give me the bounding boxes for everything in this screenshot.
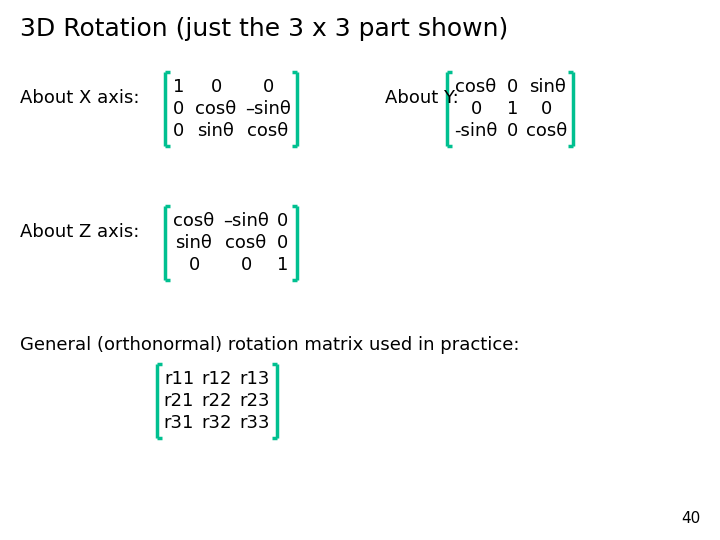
Text: General (orthonormal) rotation matrix used in practice:: General (orthonormal) rotation matrix us… <box>20 336 520 354</box>
Text: cosθ: cosθ <box>526 122 567 140</box>
Text: 1: 1 <box>508 100 518 118</box>
Text: cosθ: cosθ <box>248 122 289 140</box>
Text: sinθ: sinθ <box>176 234 212 252</box>
Text: 0: 0 <box>240 256 251 274</box>
Text: About X axis:: About X axis: <box>20 89 140 107</box>
Text: cosθ: cosθ <box>174 212 215 230</box>
Text: 0: 0 <box>210 78 222 96</box>
Text: cosθ: cosθ <box>455 78 497 96</box>
Text: r13: r13 <box>240 370 270 388</box>
Text: r12: r12 <box>202 370 232 388</box>
Text: 0: 0 <box>470 100 482 118</box>
Text: 0: 0 <box>174 100 184 118</box>
Text: 1: 1 <box>174 78 185 96</box>
Text: -sinθ: -sinθ <box>454 122 498 140</box>
Text: 0: 0 <box>508 122 518 140</box>
Text: 0: 0 <box>174 122 184 140</box>
Text: r32: r32 <box>202 414 233 432</box>
Text: r33: r33 <box>240 414 270 432</box>
Text: 40: 40 <box>680 511 700 526</box>
Text: r11: r11 <box>164 370 194 388</box>
Text: 0: 0 <box>277 212 289 230</box>
Text: –sinθ: –sinθ <box>245 100 291 118</box>
Text: 0: 0 <box>189 256 199 274</box>
Text: cosθ: cosθ <box>195 100 237 118</box>
Text: r31: r31 <box>164 414 194 432</box>
Text: r23: r23 <box>240 392 270 410</box>
Text: cosθ: cosθ <box>225 234 266 252</box>
Text: About Y:: About Y: <box>385 89 459 107</box>
Text: 0: 0 <box>541 100 553 118</box>
Text: 1: 1 <box>277 256 289 274</box>
Text: sinθ: sinθ <box>197 122 235 140</box>
Text: 0: 0 <box>508 78 518 96</box>
Text: sinθ: sinθ <box>528 78 565 96</box>
Text: r21: r21 <box>164 392 194 410</box>
Text: –sinθ: –sinθ <box>223 212 269 230</box>
Text: About Z axis:: About Z axis: <box>20 223 140 241</box>
Text: 0: 0 <box>262 78 274 96</box>
Text: 0: 0 <box>277 234 289 252</box>
Text: r22: r22 <box>202 392 233 410</box>
Text: 3D Rotation (just the 3 x 3 part shown): 3D Rotation (just the 3 x 3 part shown) <box>20 17 508 41</box>
